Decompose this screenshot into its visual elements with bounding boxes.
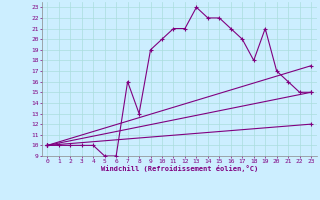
X-axis label: Windchill (Refroidissement éolien,°C): Windchill (Refroidissement éolien,°C) — [100, 165, 258, 172]
